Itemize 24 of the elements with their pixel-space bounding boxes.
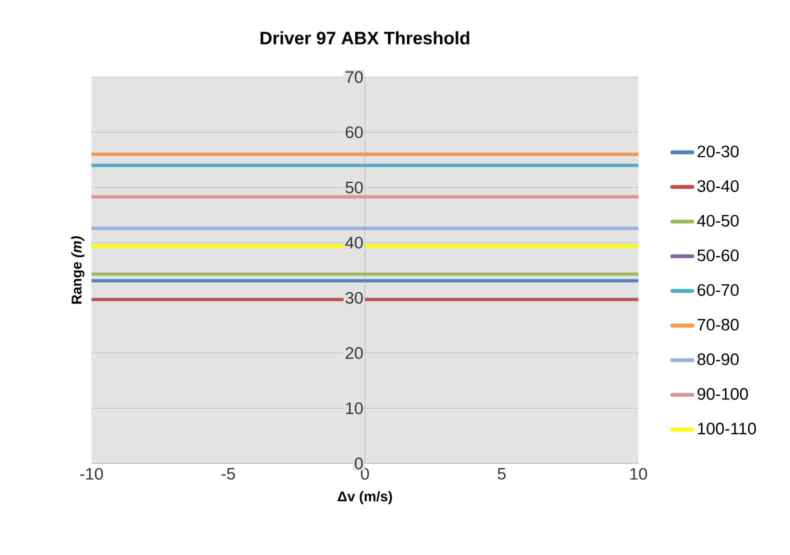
y-tick-label: 10 <box>346 402 363 414</box>
x-tick-label: -10 <box>80 468 103 480</box>
y-tick-label: 0 <box>354 458 363 470</box>
y-tick-label: 40 <box>345 236 363 249</box>
legend-label: 50-60 <box>697 250 739 262</box>
x-axis-title: Δv (m/s) <box>338 491 392 504</box>
legend-label: 100-110 <box>698 422 756 435</box>
x-tick-label: 5 <box>498 468 506 480</box>
y-tick-label: 20 <box>346 347 363 360</box>
y-tick-label: 30 <box>346 292 363 304</box>
legend-label: 80-90 <box>698 354 739 366</box>
x-tick-label: -5 <box>222 468 235 480</box>
legend-label: 20-30 <box>698 146 739 158</box>
legend-label: 70-80 <box>698 318 739 331</box>
chart-title: Driver 97 ABX Threshold <box>260 31 470 45</box>
y-tick-label: 70 <box>346 71 363 84</box>
legend-label: 40-50 <box>697 215 739 227</box>
x-tick-label: 10 <box>630 468 648 480</box>
y-tick-label: 60 <box>346 126 363 138</box>
y-tick-label: 50 <box>346 182 363 194</box>
legend-label: 90-100 <box>698 388 748 400</box>
legend-label: 30-40 <box>697 180 739 192</box>
y-axis-title: Range (m) <box>71 236 84 304</box>
legend-label: 60-70 <box>698 284 739 296</box>
